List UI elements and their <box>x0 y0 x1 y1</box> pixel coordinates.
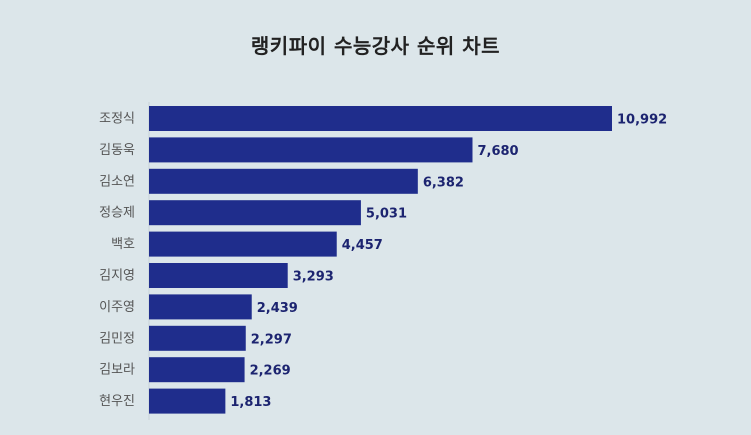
value-label-1: 7,680 <box>477 144 518 159</box>
bar-7 <box>149 325 246 351</box>
bar-4 <box>149 231 337 257</box>
value-label-7: 2,297 <box>251 332 292 347</box>
category-label-5: 김지영 <box>99 269 135 284</box>
bar-5 <box>149 263 288 288</box>
category-label-1: 김동욱 <box>99 143 135 158</box>
category-label-6: 이주영 <box>99 300 135 315</box>
value-label-0: 10,992 <box>617 113 667 128</box>
value-label-5: 3,293 <box>293 270 334 285</box>
category-label-0: 조정식 <box>99 112 135 127</box>
bar-9 <box>149 388 226 414</box>
value-label-6: 2,439 <box>257 301 298 316</box>
value-label-8: 2,269 <box>250 364 291 379</box>
chart-title: 랭키파이 수능강사 순위 차트 <box>250 34 501 58</box>
bar-8 <box>149 357 245 383</box>
category-label-3: 정승제 <box>99 206 135 221</box>
category-label-4: 백호 <box>111 237 135 252</box>
category-label-2: 김소연 <box>99 174 135 189</box>
category-label-9: 현우진 <box>99 394 135 409</box>
bar-2 <box>149 168 418 194</box>
bar-3 <box>149 200 361 226</box>
bar-0 <box>149 106 612 131</box>
bar-6 <box>149 294 252 320</box>
value-label-4: 4,457 <box>342 238 383 253</box>
value-label-2: 6,382 <box>423 175 464 190</box>
value-label-3: 5,031 <box>366 207 407 222</box>
category-label-7: 김민정 <box>99 331 135 346</box>
category-label-8: 김보라 <box>99 363 135 378</box>
value-label-9: 1,813 <box>230 395 271 410</box>
bar-1 <box>149 137 473 163</box>
